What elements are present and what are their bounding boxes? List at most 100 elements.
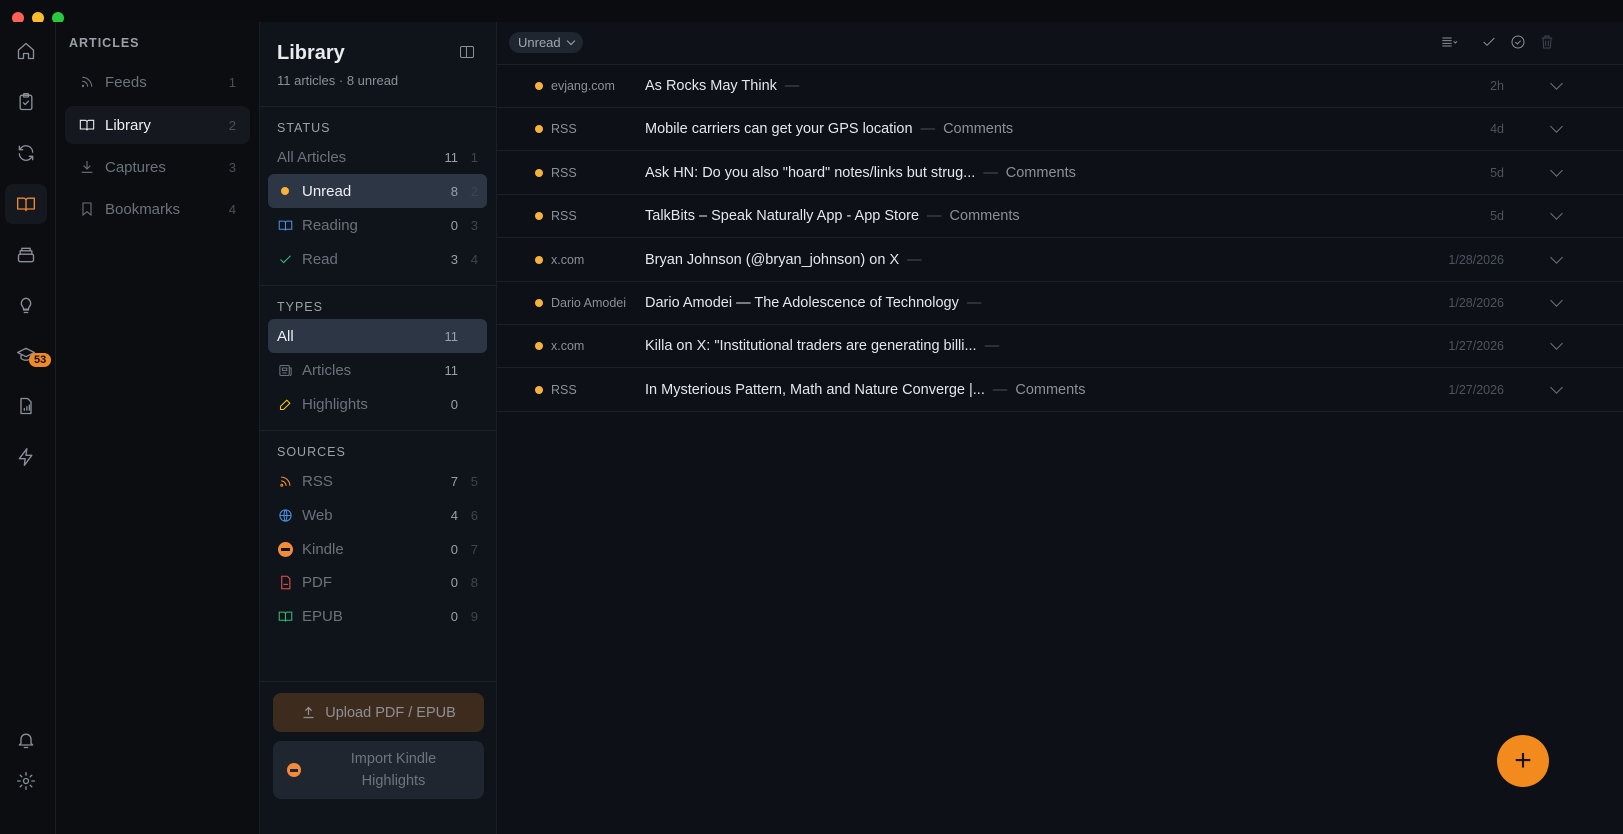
trash-icon[interactable] [1539, 34, 1555, 55]
sidebar-item-bookmarks[interactable]: Bookmarks 4 [65, 190, 250, 228]
item-count: 0 [450, 396, 458, 412]
chevron-down-icon[interactable] [1550, 337, 1563, 351]
source-pdf[interactable]: PDF 0 8 [268, 565, 487, 599]
import-kindle-highlights-button[interactable]: Import Kindle Highlights [273, 741, 484, 799]
chevron-down-icon[interactable] [1550, 207, 1563, 221]
article-row[interactable]: RSS In Mysterious Pattern, Math and Natu… [497, 369, 1623, 412]
bookmark-icon [82, 202, 92, 217]
article-title[interactable]: Ask HN: Do you also "hoard" notes/links … [645, 164, 976, 181]
status-read[interactable]: Read 3 4 [268, 242, 487, 276]
article-row[interactable]: Dario Amodei Dario Amodei — The Adolesce… [497, 282, 1623, 325]
article-row[interactable]: x.com Bryan Johnson (@bryan_johnson) on … [497, 239, 1623, 282]
chevron-down-icon[interactable] [1550, 380, 1563, 394]
mark-read-icon[interactable] [1481, 34, 1497, 55]
shortcut-key: 8 [470, 574, 478, 590]
shortcut-key: 9 [470, 608, 478, 624]
sources-heading: SOURCES [277, 445, 346, 459]
close-window-button[interactable] [12, 12, 24, 24]
article-row[interactable]: x.com Killa on X: "Institutional traders… [497, 325, 1623, 369]
chevron-down-icon[interactable] [1550, 163, 1563, 177]
toggle-panel-icon[interactable] [460, 46, 474, 58]
sidebar-item-label: Feeds [105, 73, 147, 91]
comments-link[interactable]: Comments [943, 121, 1014, 138]
article-source: RSS [551, 209, 577, 224]
book-open-icon [79, 119, 95, 131]
separator: — [920, 121, 936, 138]
bell-icon[interactable] [5, 720, 47, 760]
shortcut-key: 2 [470, 183, 478, 199]
article-row[interactable]: RSS Ask HN: Do you also "hoard" notes/li… [497, 152, 1623, 195]
article-time: 1/27/2026 [1448, 382, 1504, 397]
lightning-icon[interactable] [5, 437, 47, 477]
article-title[interactable]: Mobile carriers can get your GPS locatio… [645, 121, 913, 138]
filter-label: Unread [518, 35, 561, 50]
sidebar-item-count: 4 [228, 201, 236, 217]
separator: — [984, 338, 1000, 355]
unread-dot-icon [535, 299, 543, 307]
item-label: EPUB [302, 607, 343, 625]
gear-icon[interactable] [5, 761, 47, 801]
sidebar-item-captures[interactable]: Captures 3 [65, 148, 250, 186]
unread-dot-icon [535, 385, 543, 394]
book-open-icon[interactable] [5, 184, 47, 224]
type-highlights[interactable]: Highlights 0 [268, 387, 487, 421]
item-label: Articles [302, 361, 352, 379]
comments-link[interactable]: Comments [1015, 381, 1086, 398]
article-row[interactable]: evjang.com As Rocks May Think — 2h [497, 65, 1623, 108]
item-count: 11 [444, 328, 459, 344]
add-button[interactable]: + [1497, 735, 1549, 787]
status-all-articles[interactable]: All Articles 11 1 [268, 140, 487, 174]
report-icon[interactable] [5, 386, 47, 426]
article-title[interactable]: TalkBits – Speak Naturally App - App Sto… [645, 208, 920, 225]
button-label: Import Kindle Highlights [350, 751, 437, 789]
minimize-window-button[interactable] [32, 12, 44, 24]
source-web[interactable]: Web 4 6 [268, 498, 487, 532]
check-circle-icon[interactable] [1510, 34, 1526, 55]
list-toolbar: Unread [497, 22, 1623, 65]
chevron-down-icon[interactable] [1550, 250, 1563, 264]
unread-dot-icon [535, 342, 543, 351]
type-all[interactable]: All 11 [268, 319, 487, 353]
status-unread[interactable]: Unread 8 2 [268, 174, 487, 208]
status-reading[interactable]: Reading 0 3 [268, 208, 487, 242]
article-time: 4d [1490, 122, 1504, 137]
source-kindle[interactable]: Kindle 0 7 [268, 532, 487, 566]
sidebar-heading: ARTICLES [69, 36, 140, 50]
pdf-file-icon [277, 574, 293, 590]
chevron-down-icon[interactable] [1550, 77, 1563, 90]
upload-pdf-epub-button[interactable]: Upload PDF / EPUB [273, 693, 484, 732]
item-label: Reading [302, 216, 358, 234]
button-label: Upload PDF / EPUB [325, 704, 456, 721]
view-options-icon[interactable] [1435, 34, 1463, 55]
item-label: RSS [302, 472, 333, 490]
sidebar-item-feeds[interactable]: Feeds 1 [65, 63, 250, 101]
article-title[interactable]: In Mysterious Pattern, Math and Nature C… [645, 381, 985, 398]
comments-link[interactable]: Comments [949, 208, 1020, 225]
article-time: 1/28/2026 [1448, 296, 1504, 310]
article-row[interactable]: RSS Mobile carriers can get your GPS loc… [497, 108, 1623, 152]
archive-icon[interactable] [5, 235, 47, 275]
article-title[interactable]: Dario Amodei — The Adolescence of Techno… [645, 295, 959, 311]
comments-link[interactable]: Comments [1005, 164, 1076, 181]
article-title[interactable]: Bryan Johnson (@bryan_johnson) on X [645, 251, 900, 268]
chevron-down-icon[interactable] [1550, 294, 1563, 307]
article-row[interactable]: RSS TalkBits – Speak Naturally App - App… [497, 195, 1623, 239]
zoom-window-button[interactable] [52, 12, 64, 24]
rss-icon [277, 473, 293, 489]
check-icon [277, 251, 293, 267]
item-count: 3 [450, 251, 458, 267]
clipboard-check-icon[interactable] [5, 82, 47, 122]
source-epub[interactable]: EPUB 0 9 [268, 599, 487, 633]
filter-dropdown[interactable]: Unread [509, 32, 583, 53]
home-icon[interactable] [5, 31, 47, 71]
type-articles[interactable]: Articles 11 [268, 353, 487, 387]
source-rss[interactable]: RSS 7 5 [268, 464, 487, 498]
refresh-icon[interactable] [5, 133, 47, 173]
article-title[interactable]: As Rocks May Think [645, 78, 777, 94]
item-label: All Articles [277, 148, 347, 166]
unread-dot-icon [277, 183, 293, 199]
sidebar-item-library[interactable]: Library 2 [65, 106, 250, 144]
article-title[interactable]: Killa on X: "Institutional traders are g… [645, 338, 977, 355]
lightbulb-icon[interactable] [5, 285, 47, 325]
chevron-down-icon[interactable] [1550, 120, 1563, 134]
